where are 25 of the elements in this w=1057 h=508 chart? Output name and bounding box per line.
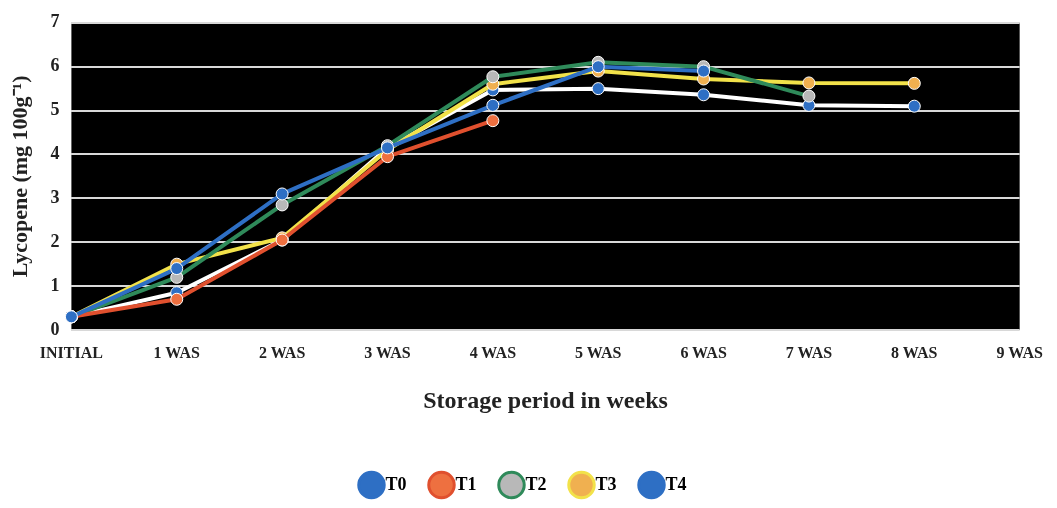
x-tick-label: 1 WAS <box>153 343 201 361</box>
x-tick-label: 4 WAS <box>469 343 517 361</box>
x-tick-label: 7 WAS <box>785 343 833 361</box>
legend-label: T0 <box>385 473 407 494</box>
legend-label: T2 <box>525 473 547 494</box>
x-tick-label: INITIAL <box>39 343 103 361</box>
x-tick-label: 3 WAS <box>364 343 411 361</box>
y-tick-label: 7 <box>50 11 60 32</box>
y-tick-label: 5 <box>50 99 60 120</box>
x-tick-label: 8 WAS <box>891 343 938 361</box>
x-tick-label: 5 WAS <box>575 343 622 361</box>
y-tick-label: 6 <box>50 55 60 76</box>
legend-label: T4 <box>665 473 687 494</box>
x-tick-label: 9 WAS <box>996 343 1043 361</box>
y-tick-label: 0 <box>50 318 60 339</box>
x-tick-label: 6 WAS <box>680 343 727 361</box>
y-axis-title: Lycopene (mg 100g⁻¹) <box>6 75 32 278</box>
y-tick-label: 4 <box>50 143 60 164</box>
legend-label: T1 <box>455 473 477 494</box>
y-tick-label: 3 <box>50 187 60 207</box>
legend-label: T3 <box>595 473 617 494</box>
x-axis-title: Storage period in weeks <box>423 386 668 413</box>
y-tick-label: 2 <box>50 230 60 251</box>
x-tick-label: 2 WAS <box>258 343 306 361</box>
y-tick-label: 1 <box>50 274 60 295</box>
